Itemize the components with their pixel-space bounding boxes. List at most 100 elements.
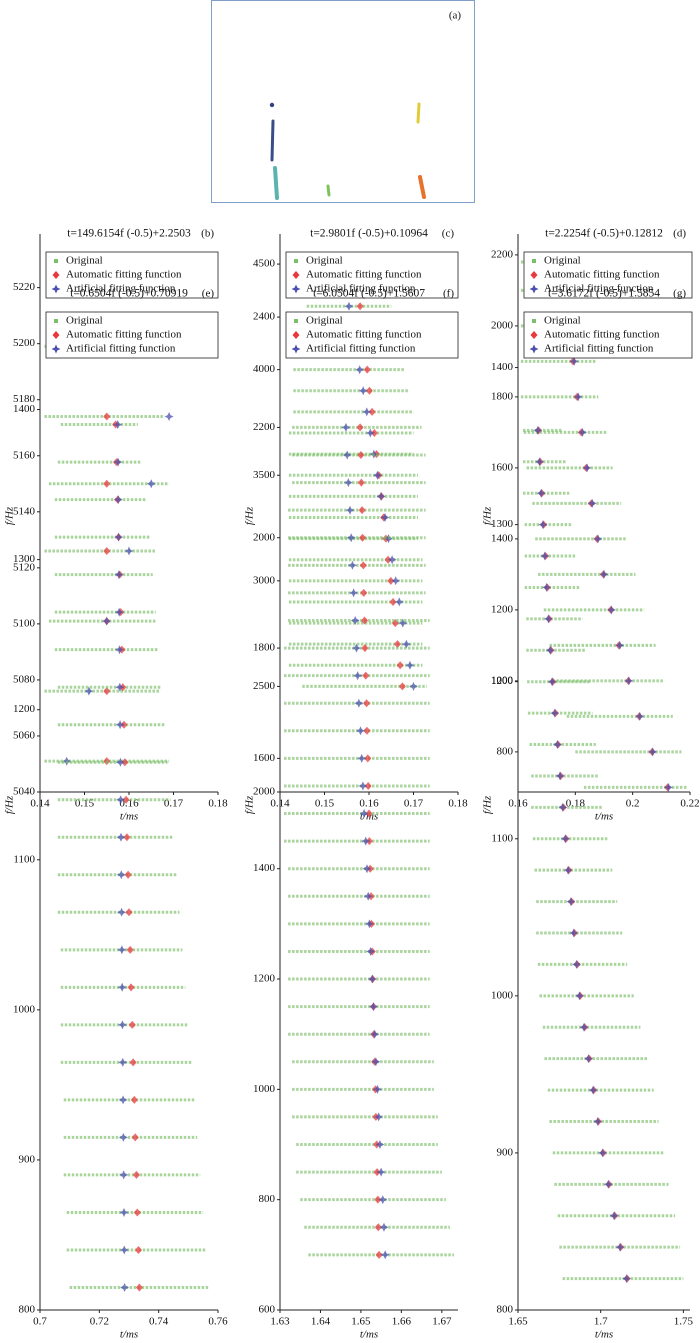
manual-fit-point bbox=[115, 720, 125, 730]
y-tick-label: 4500 bbox=[253, 258, 276, 270]
manual-fit-point bbox=[545, 645, 555, 655]
auto-fit-point bbox=[131, 1133, 139, 1142]
y-tick-label: 1200 bbox=[491, 675, 514, 687]
manual-fit-point bbox=[409, 681, 418, 691]
panel-label: (c) bbox=[442, 228, 455, 240]
y-tick-label: 1600 bbox=[253, 752, 276, 764]
y-tick-label: 5180 bbox=[13, 393, 36, 405]
manual-fit-point bbox=[552, 740, 562, 749]
auto-fit-point bbox=[359, 533, 367, 542]
manual-fit-point bbox=[635, 711, 645, 721]
y-tick-label: 3500 bbox=[253, 469, 276, 481]
y-tick-label: 1400 bbox=[491, 361, 514, 373]
manual-fit-point bbox=[405, 660, 415, 670]
manual-fit-point bbox=[593, 1117, 603, 1126]
manual-fit-point bbox=[558, 802, 568, 812]
manual-fit-point bbox=[362, 407, 372, 417]
y-tick-label: 1300 bbox=[13, 553, 36, 565]
manual-fit-point bbox=[533, 425, 543, 435]
manual-fit-point bbox=[547, 677, 557, 687]
manual-fit-point bbox=[563, 865, 573, 875]
manual-fit-point bbox=[349, 588, 359, 598]
legend-box bbox=[45, 311, 219, 359]
manual-fit-point bbox=[118, 1095, 128, 1105]
x-tick-label: 1.66 bbox=[392, 1316, 412, 1328]
manual-fit-point bbox=[341, 422, 351, 432]
manual-fit-point bbox=[648, 747, 658, 757]
legend-marker bbox=[532, 319, 536, 323]
manual-fit-point bbox=[374, 1112, 384, 1122]
auto-fit-point bbox=[360, 588, 368, 597]
y-axis-label: f/Hz bbox=[244, 795, 256, 814]
manual-fit-point bbox=[387, 555, 397, 565]
auto-fit-point bbox=[130, 1095, 138, 1104]
chart-title: t=149.6154f (-0.5)+2.2503 bbox=[67, 228, 191, 240]
legend-label: Automatic fitting function bbox=[544, 329, 660, 341]
auto-fit-point bbox=[368, 407, 376, 416]
auto-fit-point bbox=[132, 1170, 140, 1179]
y-tick-label: 5060 bbox=[13, 729, 36, 741]
legend-label: Artificial fitting function bbox=[544, 343, 654, 355]
legend-label: Artificial fitting function bbox=[306, 283, 416, 295]
x-tick-label: 0.17 bbox=[164, 798, 184, 810]
manual-fit-point bbox=[587, 498, 597, 508]
auto-fit-point bbox=[363, 699, 371, 708]
x-tick-label: 1.64 bbox=[311, 1316, 331, 1328]
legend-marker bbox=[529, 344, 539, 354]
x-tick-label: 0.18 bbox=[448, 798, 468, 810]
panel-label: (e) bbox=[202, 288, 215, 300]
y-tick-label: 2500 bbox=[253, 680, 276, 692]
y-tick-label: 900 bbox=[19, 1153, 36, 1165]
manual-fit-point bbox=[599, 569, 609, 579]
manual-fit-point bbox=[369, 1002, 378, 1012]
manual-fit-point bbox=[593, 534, 603, 544]
auto-fit-point bbox=[356, 302, 364, 311]
manual-fit-point bbox=[664, 782, 673, 792]
cluster bbox=[269, 102, 275, 108]
manual-fit-point bbox=[566, 897, 576, 907]
x-axis-label: t/ms bbox=[120, 811, 138, 823]
y-tick-label: 1800 bbox=[491, 390, 514, 402]
manual-fit-point bbox=[358, 781, 368, 791]
y-tick-label: 2000 bbox=[253, 531, 276, 543]
y-tick-label: 2200 bbox=[491, 248, 514, 260]
x-tick-label: 0.17 bbox=[404, 798, 424, 810]
y-tick-label: 1200 bbox=[491, 603, 514, 615]
manual-fit-point bbox=[117, 982, 127, 992]
manual-fit-point bbox=[350, 616, 360, 625]
x-axis-label: t/ms bbox=[595, 811, 613, 823]
y-tick-label: 1300 bbox=[491, 518, 514, 530]
manual-fit-point bbox=[119, 1208, 129, 1217]
manual-fit-point bbox=[578, 427, 587, 437]
auto-fit-point bbox=[365, 386, 373, 395]
manual-fit-point bbox=[573, 392, 583, 402]
legend-marker bbox=[54, 319, 58, 323]
manual-fit-point bbox=[391, 576, 401, 586]
manual-fit-point bbox=[535, 457, 544, 467]
manual-fit-point bbox=[146, 479, 156, 489]
legend-marker bbox=[52, 331, 60, 339]
legend-marker bbox=[294, 259, 298, 263]
chart-title: t=2.2254f (-0.5)+0.12812 bbox=[545, 228, 663, 240]
cluster bbox=[273, 166, 279, 200]
manual-fit-point bbox=[356, 726, 365, 736]
manual-fit-point bbox=[359, 809, 369, 818]
y-tick-label: 3000 bbox=[253, 574, 276, 586]
manual-fit-point bbox=[398, 618, 408, 628]
y-tick-label: 5120 bbox=[13, 561, 36, 573]
legend-label: Automatic fitting function bbox=[544, 269, 660, 281]
panel-label: (f) bbox=[443, 288, 454, 300]
x-tick-label: 0.2 bbox=[626, 798, 640, 810]
manual-fit-point bbox=[114, 570, 124, 580]
manual-fit-point bbox=[363, 891, 373, 901]
panel: 1.65 1.7 1.75 800 900 1000 1100 1200 1300 1400 t/m… bbox=[482, 288, 694, 1341]
y-tick-label: 1100 bbox=[491, 832, 513, 844]
auto-fit-point bbox=[364, 754, 372, 763]
manual-fit-point bbox=[582, 463, 592, 473]
legend-label: Original bbox=[66, 255, 103, 267]
y-tick-label: 800 bbox=[497, 1304, 514, 1316]
cluster bbox=[270, 119, 275, 162]
auto-fit-point bbox=[361, 644, 369, 653]
y-tick-label: 1200 bbox=[253, 973, 276, 985]
